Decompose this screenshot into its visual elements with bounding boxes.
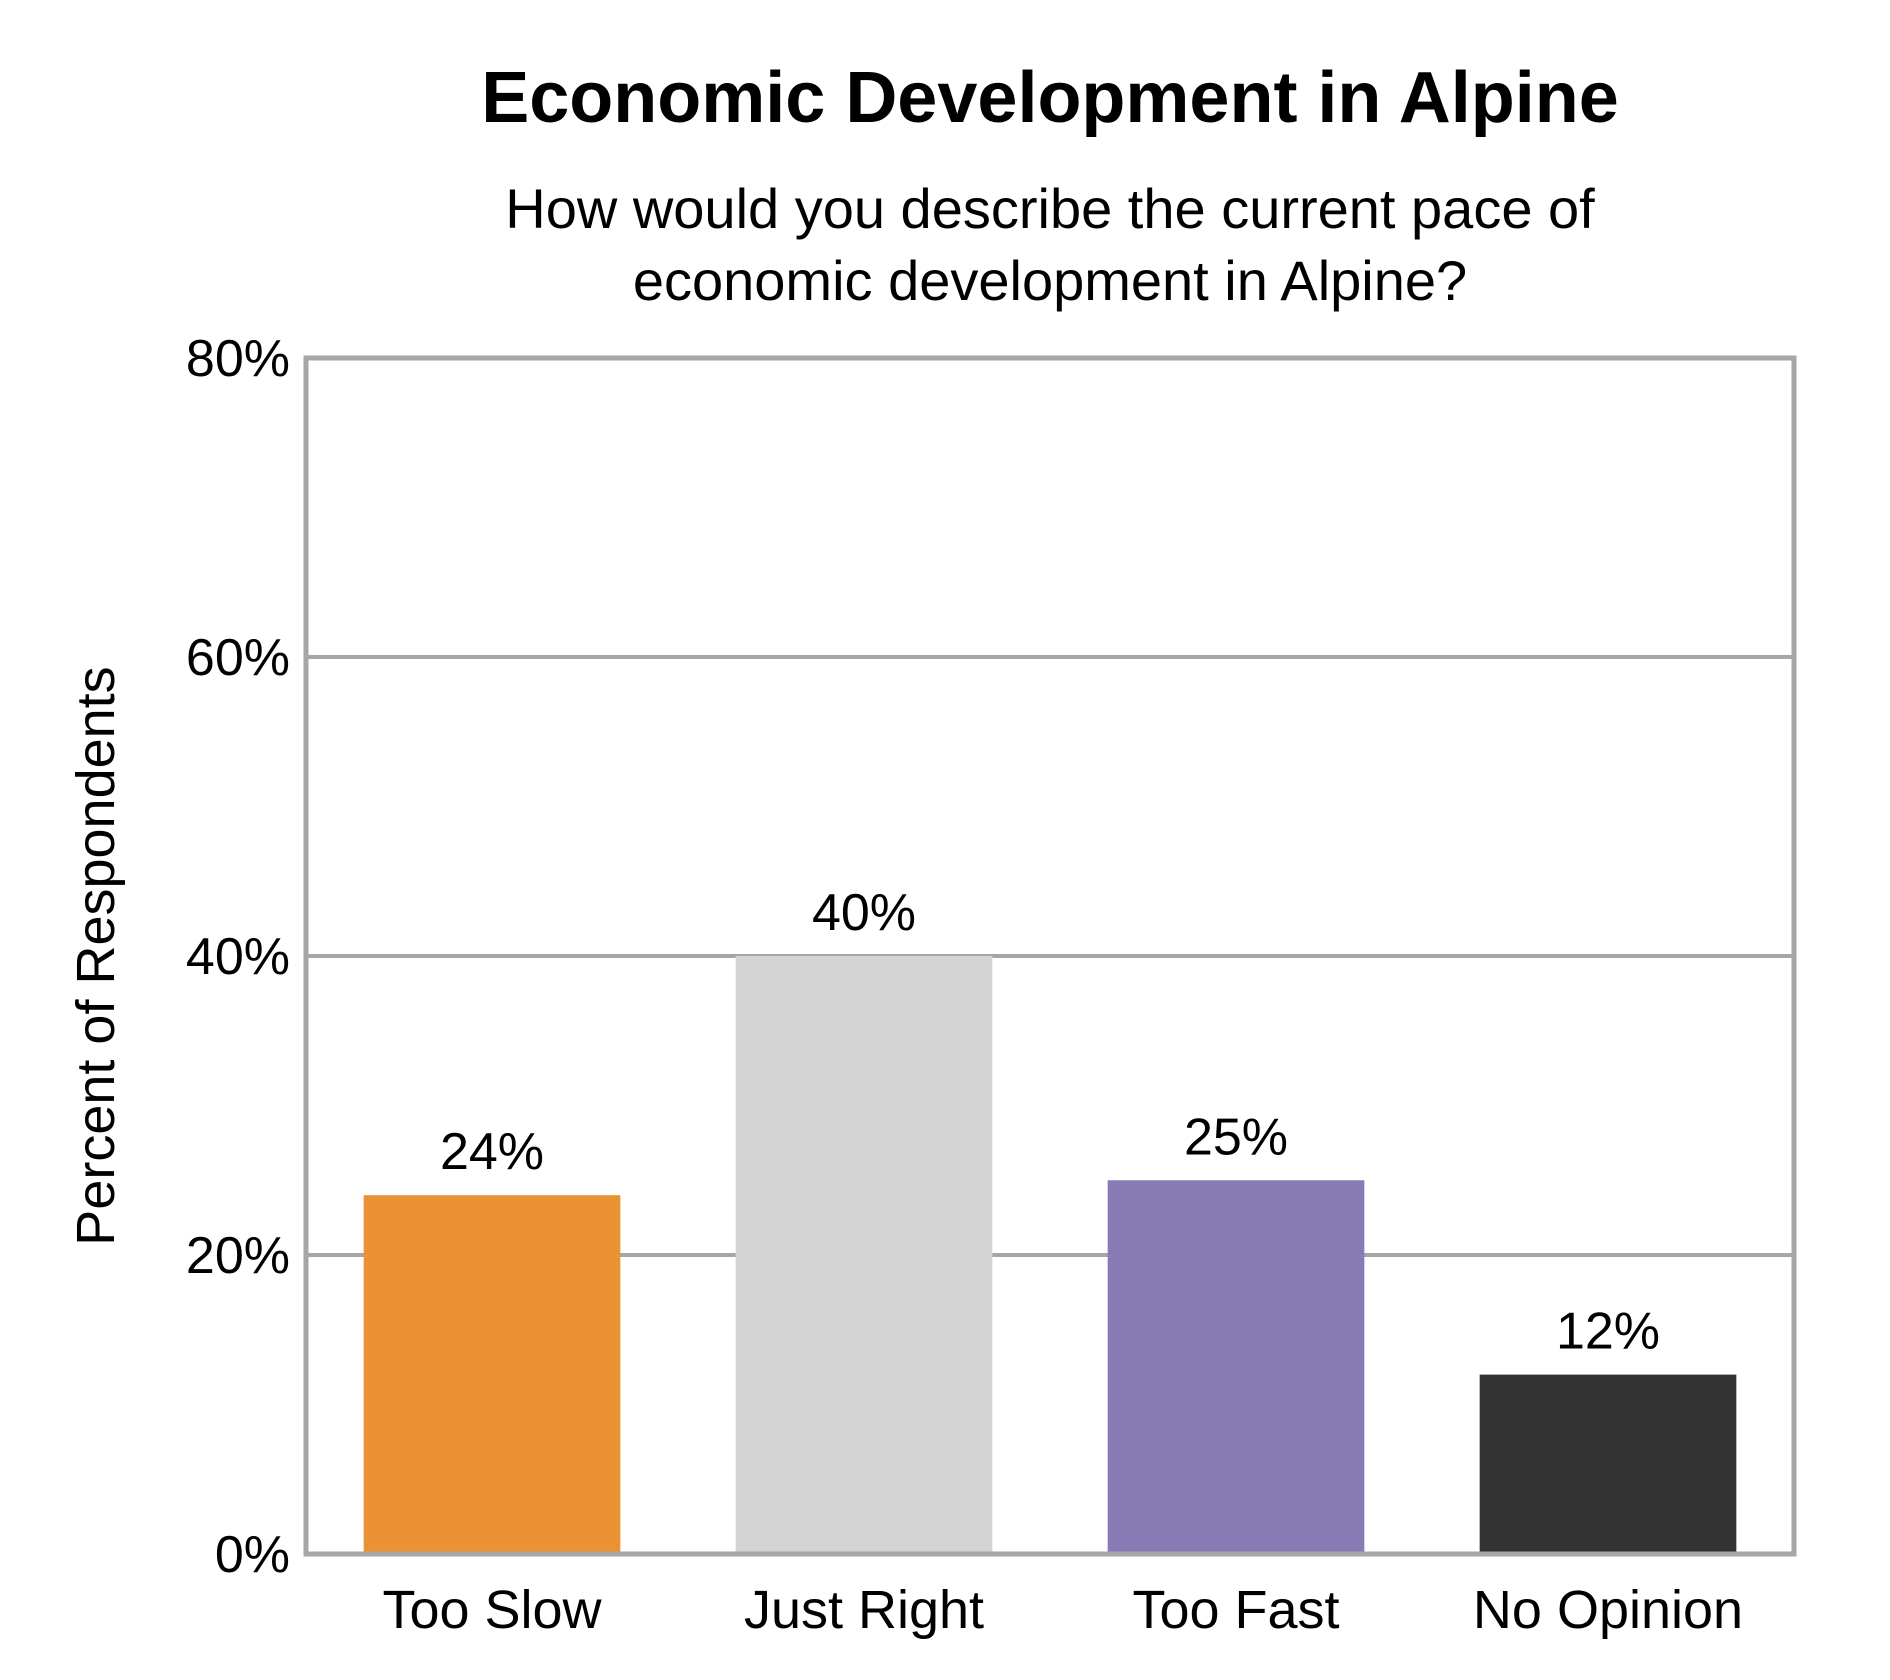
chart-subtitle-line-2: economic development in Alpine? <box>633 249 1467 312</box>
y-axis-ticks: 0% 20% 40% 60% 80% <box>186 330 290 1584</box>
y-tick-label: 40% <box>186 928 290 986</box>
data-label: 25% <box>1184 1108 1288 1166</box>
y-tick-label: 60% <box>186 629 290 687</box>
x-category-label: Too Fast <box>1132 1580 1339 1640</box>
bar-no-opinion <box>1479 1374 1737 1554</box>
x-axis-categories: Too Slow Just Right Too Fast No Opinion <box>382 1580 1743 1640</box>
data-label: 24% <box>440 1123 544 1181</box>
x-category-label: Just Right <box>744 1580 984 1640</box>
data-label: 12% <box>1556 1303 1660 1361</box>
data-label: 40% <box>812 884 916 942</box>
plot-frame <box>303 355 1797 1557</box>
y-axis-label: Percent of Respondents <box>66 666 126 1245</box>
bars <box>363 956 1737 1554</box>
chart-subtitle-line-1: How would you describe the current pace … <box>505 177 1595 240</box>
chart-title: Economic Development in Alpine <box>481 58 1619 138</box>
y-tick-label: 0% <box>215 1526 290 1584</box>
bar-too-slow <box>363 1195 621 1554</box>
x-category-label: Too Slow <box>382 1580 602 1640</box>
bar-too-fast <box>1107 1180 1365 1554</box>
bar-just-right <box>735 956 993 1554</box>
y-tick-label: 20% <box>186 1227 290 1285</box>
data-labels: 24% 40% 25% 12% <box>440 884 1660 1361</box>
x-category-label: No Opinion <box>1473 1580 1743 1640</box>
y-tick-label: 80% <box>186 330 290 388</box>
